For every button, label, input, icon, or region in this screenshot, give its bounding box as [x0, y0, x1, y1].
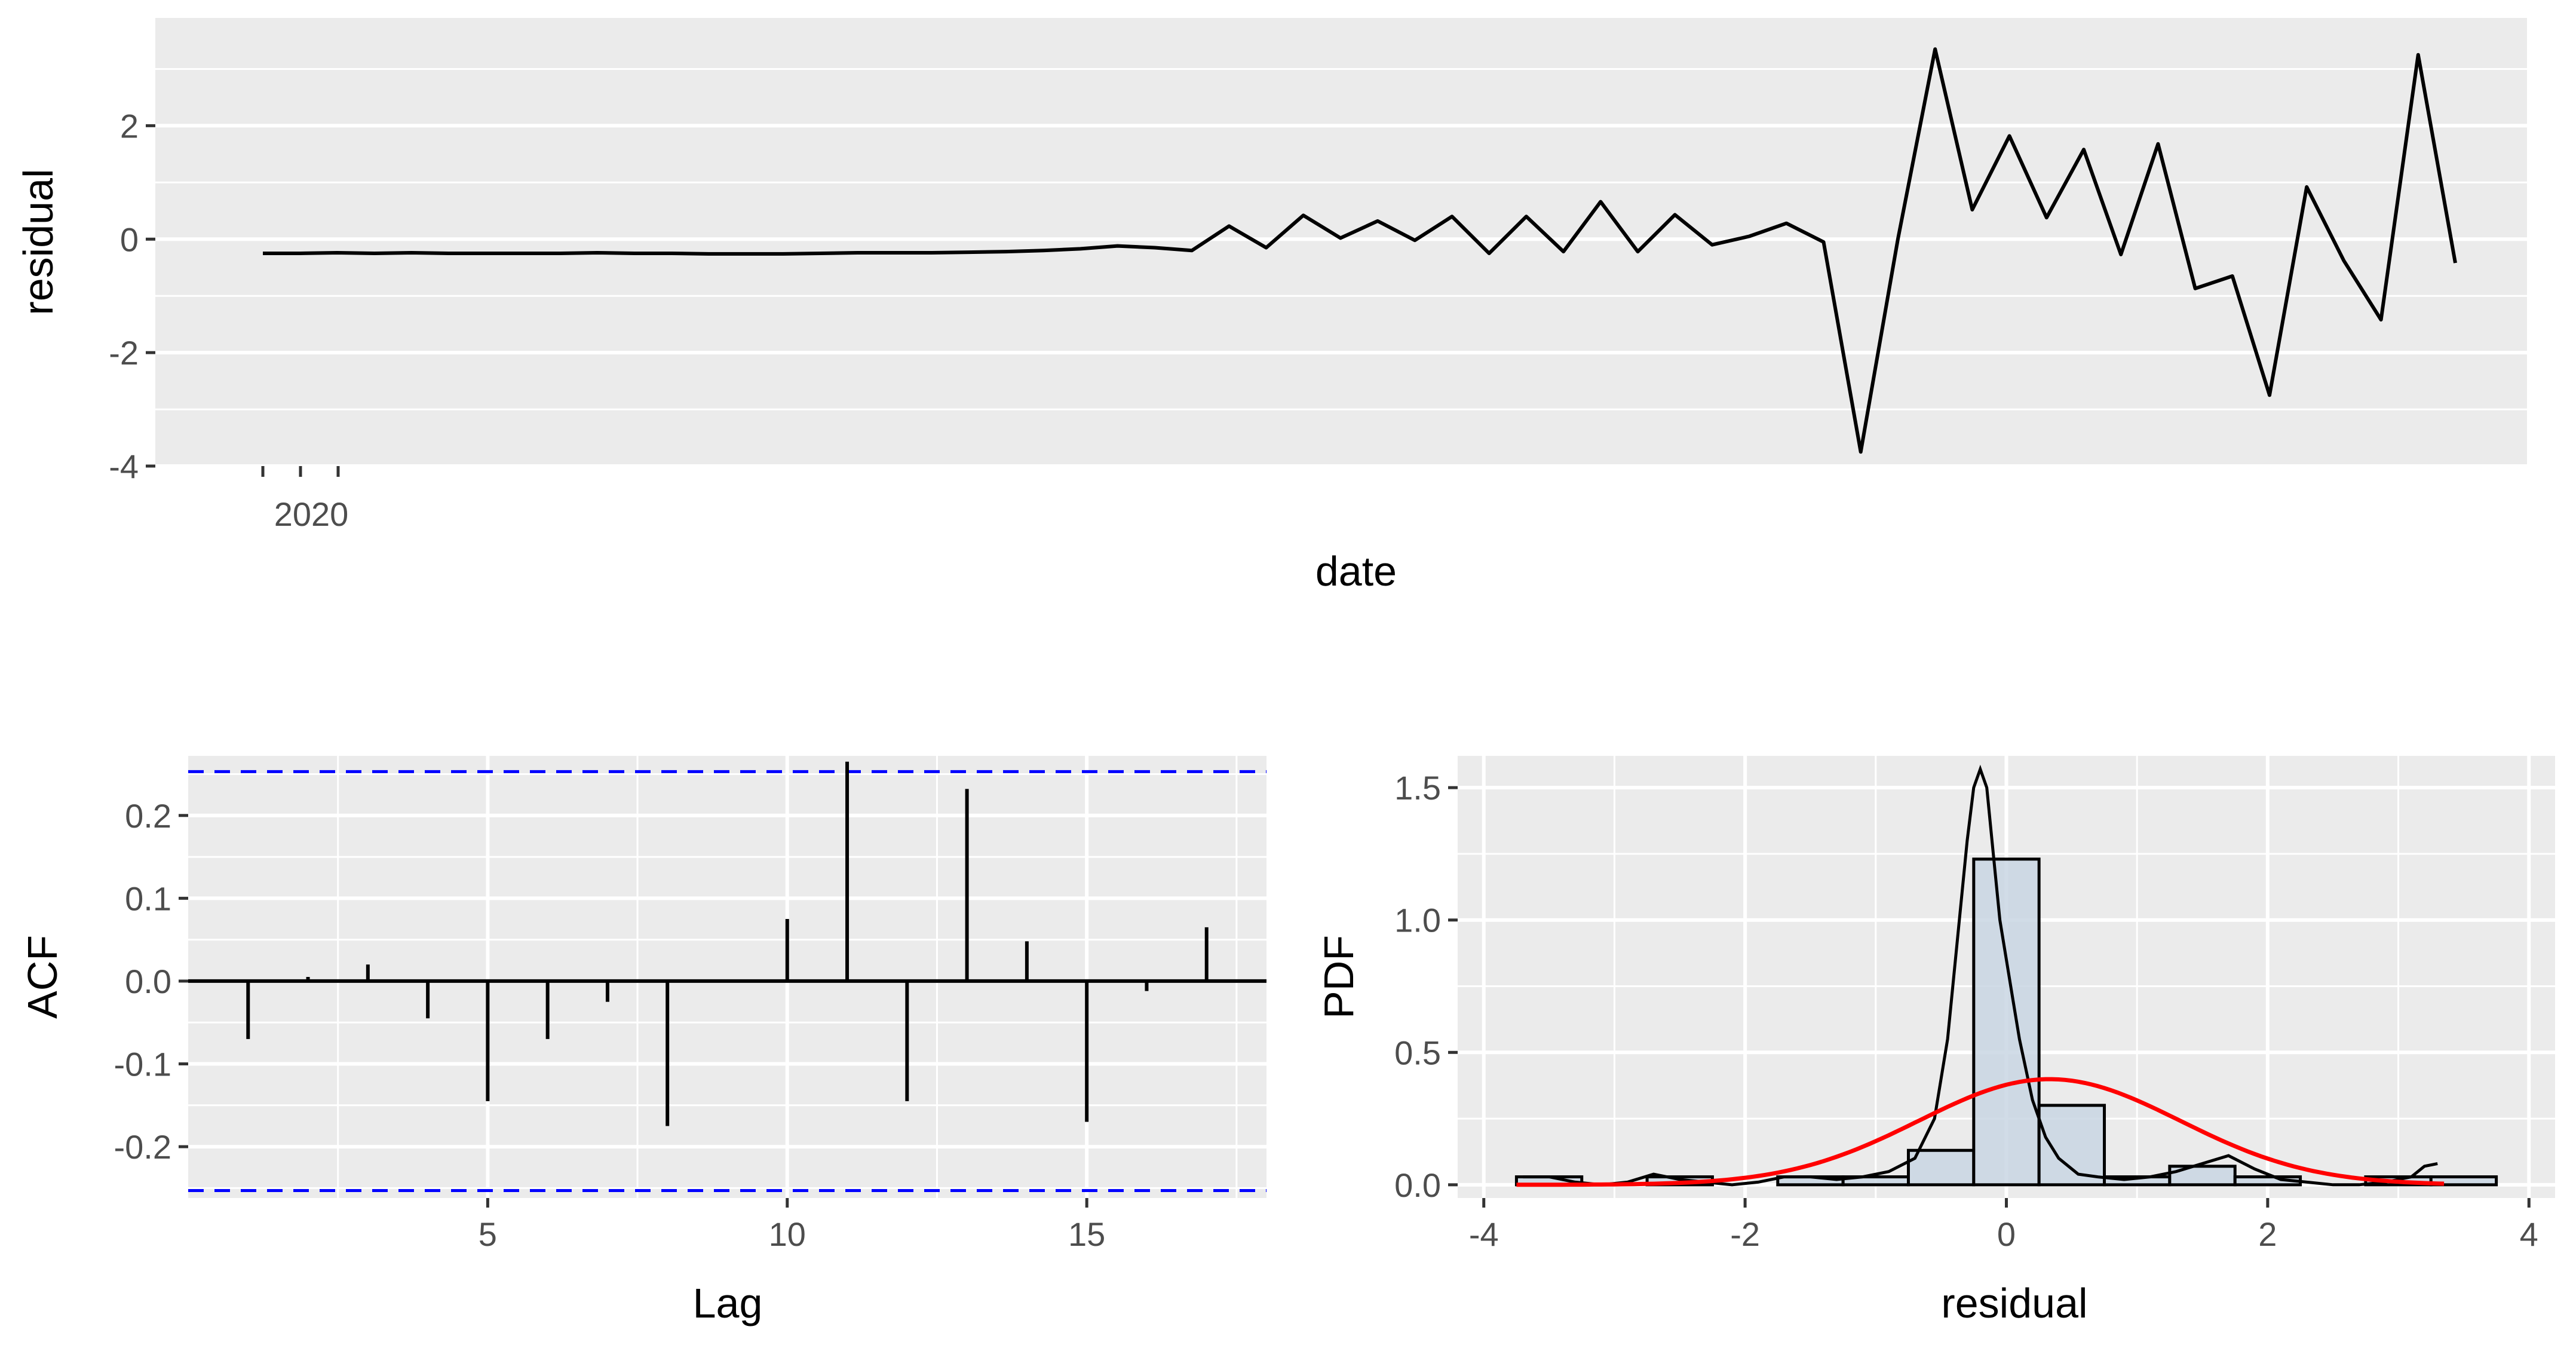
- x-tick-label: 2020: [274, 495, 349, 533]
- x-axis-title: residual: [1941, 1280, 2087, 1326]
- histogram-bars: [1514, 857, 2498, 1187]
- kernel-density-curve: [1523, 764, 2438, 1187]
- x-axis-title: date: [1315, 548, 1397, 595]
- y-axis-ticks: -4 -2 0 2: [109, 107, 155, 485]
- y-tick-label: 0.0: [1394, 1166, 1441, 1204]
- y-tick-label: 0.0: [125, 963, 171, 1000]
- x-tick-label: 15: [1068, 1215, 1105, 1253]
- x-axis-title: Lag: [693, 1280, 763, 1326]
- y-axis-title: PDF: [1315, 935, 1362, 1019]
- y-axis-title: ACF: [19, 935, 66, 1019]
- y-tick-label: -2: [109, 334, 139, 372]
- y-tick-label: -0.1: [114, 1046, 172, 1083]
- y-axis-ticks: 0.0 0.5 1.0 1.5: [1394, 769, 1458, 1204]
- y-axis-ticks: -0.2 -0.1 0.0 0.1 0.2: [114, 797, 188, 1166]
- normal-density-curve: [1516, 1077, 2445, 1187]
- residual-line: [263, 47, 2457, 454]
- y-tick-label: 1.5: [1394, 769, 1441, 807]
- x-tick-label: 10: [769, 1215, 806, 1253]
- residual-time-series-panel: -4 -2 0 2 2020 date residual: [15, 18, 2527, 595]
- x-tick-label: -2: [1730, 1215, 1760, 1253]
- y-tick-label: 2: [120, 107, 139, 145]
- x-tick-label: -4: [1469, 1215, 1499, 1253]
- x-tick-label: 2: [2258, 1215, 2277, 1253]
- residual-distribution-panel: 0.0 0.5 1.0 1.5 -4 -2 0 2 4 residual PDF: [1315, 756, 2555, 1326]
- y-tick-label: -4: [109, 448, 139, 485]
- y-tick-label: -0.2: [114, 1128, 172, 1166]
- acf-bars: [246, 761, 1209, 1126]
- x-tick-label: 5: [479, 1215, 497, 1253]
- y-tick-label: 0.1: [125, 880, 171, 917]
- y-tick-label: 0: [120, 220, 139, 258]
- x-tick-label: 0: [1997, 1215, 2016, 1253]
- x-tick-label: 4: [2520, 1215, 2538, 1253]
- y-tick-label: 1.0: [1394, 902, 1441, 939]
- x-axis-ticks: 2020: [261, 466, 349, 533]
- acf-panel: -0.2 -0.1 0.0 0.1 0.2 5 10 15 Lag ACF: [19, 756, 1266, 1326]
- y-tick-label: 0.2: [125, 797, 171, 835]
- histogram-bar: [2429, 1175, 2498, 1187]
- x-axis-ticks: 5 10 15: [479, 1198, 1105, 1253]
- histogram-bar: [1972, 857, 2041, 1187]
- plot-background: [155, 18, 2527, 466]
- plot-background: [188, 756, 1266, 1198]
- x-axis-ticks: -4 -2 0 2 4: [1469, 1198, 2538, 1253]
- histogram-bar: [1906, 1148, 1976, 1187]
- y-tick-label: 0.5: [1394, 1034, 1441, 1071]
- y-axis-title: residual: [15, 168, 62, 315]
